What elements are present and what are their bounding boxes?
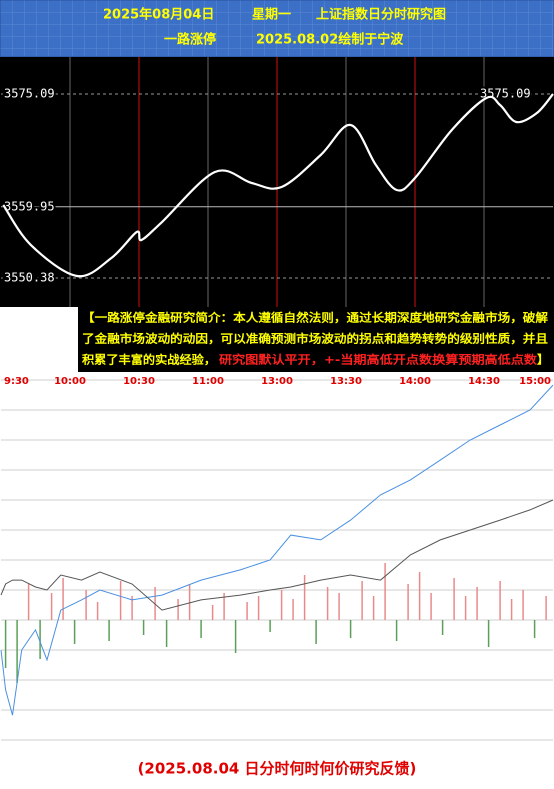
header-drawn: 2025.08.02绘制于宁波	[256, 32, 404, 48]
intro-line: 了金融市场波动的动因，可以准确预测市场波动的拐点和趋势转势的级别性质，并且	[82, 332, 549, 346]
volume-bar	[280, 590, 283, 620]
volume-bar	[441, 620, 444, 635]
volume-bar	[453, 578, 455, 620]
y-tick-label: 3575.09	[4, 87, 55, 101]
footer: (2025.08.04 日分时何时何价研究反馈)	[138, 760, 417, 778]
volume-bar	[73, 620, 76, 644]
x-tick-label: 14:30	[468, 376, 500, 387]
x-tick-label: 13:00	[261, 376, 293, 387]
volume-bar	[131, 596, 133, 620]
x-tick-label: 10:30	[123, 376, 155, 387]
x-tick-label: 11:00	[192, 376, 224, 387]
volume-bar	[108, 620, 110, 641]
volume-bar	[303, 575, 306, 620]
volume-bar	[4, 620, 7, 668]
x-tick-label: 14:00	[399, 376, 431, 387]
volume-bar	[487, 620, 490, 647]
volume-bar	[188, 584, 191, 620]
time-axis-bg	[0, 372, 554, 390]
volume-bar	[510, 599, 513, 620]
intro-note: 研究图默认平开，+-当期高低开点数换算预期高低点数	[219, 353, 538, 367]
volume-bar	[499, 581, 501, 620]
x-tick-label: 10:00	[54, 376, 86, 387]
x-tick-label: 13:30	[330, 376, 362, 387]
intro-bg	[78, 307, 554, 372]
volume-bar	[407, 584, 409, 620]
volume-bar	[27, 584, 30, 620]
volume-bar	[315, 620, 317, 644]
volume-bar	[476, 587, 478, 620]
volume-bar	[292, 599, 294, 620]
header-weekday: 星期一	[252, 8, 291, 23]
volume-bar	[246, 602, 248, 620]
volume-bar	[50, 593, 53, 620]
volume-bar	[234, 620, 237, 653]
volume-bar	[211, 605, 214, 620]
volume-bar	[338, 593, 340, 620]
header-title: 上证指数日分时研究图	[316, 7, 446, 23]
volume-bar	[96, 602, 99, 620]
volume-bar	[545, 596, 547, 620]
volume-bar	[395, 620, 398, 641]
index-line	[0, 384, 554, 716]
volume-bar	[430, 593, 432, 620]
blank-box	[0, 307, 78, 372]
bottom-chart	[0, 379, 554, 741]
volume-bar	[418, 572, 421, 620]
volume-bar	[16, 620, 18, 683]
y-tick-label: 3550.38	[4, 271, 55, 285]
volume-bar	[464, 596, 467, 620]
volume-bar	[372, 596, 375, 620]
volume-bar	[142, 620, 145, 635]
volume-bar	[223, 593, 225, 620]
volume-bar	[85, 590, 87, 620]
index-line	[0, 499, 554, 611]
header-author: 一路涨停	[164, 32, 216, 48]
volume-bar	[119, 581, 122, 620]
volume-bar	[384, 563, 386, 620]
volume-bar	[165, 620, 168, 647]
volume-bar	[522, 590, 524, 620]
intro-line: 【一路涨停金融研究简介：本人遵循自然法则，通过长期深度地研究金融市场，破解	[82, 311, 549, 325]
intro-line: 积累了丰富的实战经验，	[82, 353, 216, 367]
price-line	[2, 93, 554, 278]
volume-bar	[533, 620, 536, 638]
volume-bar	[349, 620, 352, 638]
y-tick-label: 3559.95	[4, 199, 55, 213]
header-date: 2025年08月04日	[103, 7, 214, 23]
x-tick-label: 15:00	[519, 376, 551, 387]
volume-bar	[200, 620, 202, 638]
volume-bar	[257, 596, 260, 620]
volume-bar	[269, 620, 271, 632]
volume-bar	[326, 587, 329, 620]
intro-end: 】	[537, 353, 549, 367]
volume-bar	[177, 599, 179, 620]
x-tick-label: 9:30	[4, 376, 29, 387]
volume-bar	[39, 620, 41, 659]
volume-bar	[62, 578, 64, 620]
volume-bar	[361, 581, 363, 620]
